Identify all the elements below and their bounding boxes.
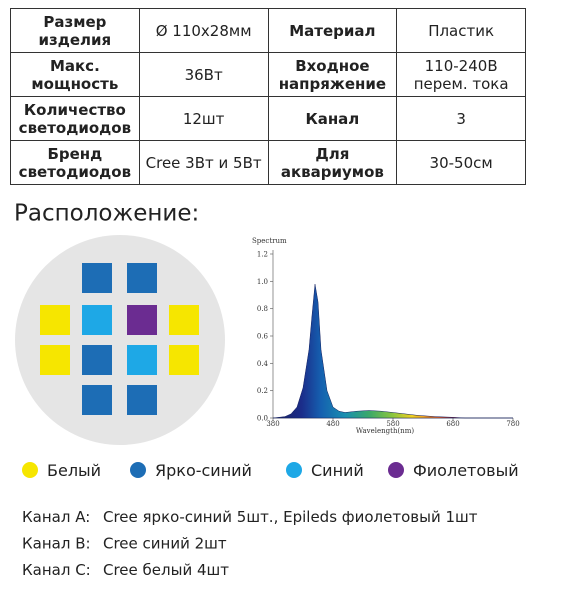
legend: Белый Ярко-синий Синий Фиолетовый — [22, 461, 519, 480]
legend-dot — [22, 462, 38, 478]
led — [169, 345, 199, 375]
table-row: Размер изделия Ø 110x28мм Материал Пластик — [10, 8, 526, 53]
led — [82, 263, 112, 293]
x-tick-label: 780 — [506, 420, 519, 428]
spec-key: Макс. мощность — [10, 52, 140, 97]
spec-value: Cree 3Вт и 5Вт — [138, 140, 269, 185]
spec-value: Ø 110x28мм — [138, 8, 269, 53]
spec-value: Пластик — [396, 8, 526, 53]
led-diagram — [15, 235, 225, 445]
y-tick-label: 0.6 — [257, 333, 269, 341]
channel-text: Cree ярко-синий 5шт., Epileds фиолетовый… — [103, 508, 478, 526]
led — [127, 345, 157, 375]
channel-text: Cree белый 4шт — [103, 561, 229, 579]
led — [82, 385, 112, 415]
x-tick-label: 380 — [266, 420, 279, 428]
y-tick-label: 0.0 — [257, 415, 268, 423]
legend-label: Синий — [311, 461, 364, 480]
y-tick-label: 1.2 — [257, 251, 268, 259]
spec-table: Размер изделия Ø 110x28мм Материал Пластик М… — [10, 8, 526, 185]
spec-value: 36Вт — [138, 52, 269, 97]
x-tick-label: 580 — [386, 420, 399, 428]
led — [82, 345, 112, 375]
spec-value: 12шт — [138, 96, 269, 141]
table-row: Макс. мощность 36Вт Входное напряжение 110-… — [10, 52, 526, 97]
table-row: Количество светодиодов 12шт Канал 3 — [10, 96, 526, 141]
led — [127, 305, 157, 335]
y-tick-label: 1.0 — [257, 278, 268, 286]
y-tick-label: 0.4 — [257, 360, 269, 368]
legend-label: Белый — [47, 461, 101, 480]
spectrum-area — [272, 284, 513, 419]
channel-text: Cree синий 2шт — [103, 535, 227, 553]
x-tick-label: 680 — [446, 420, 459, 428]
channel-label: Канал B: — [22, 535, 91, 553]
table-row: Бренд светодиодов Cree 3Вт и 5Вт Для аквар… — [10, 140, 526, 185]
y-tick-label: 0.2 — [257, 387, 268, 395]
led — [127, 263, 157, 293]
channel-label: Канал A: — [22, 508, 90, 526]
led — [40, 345, 70, 375]
spec-key: Для аквариумов — [267, 140, 398, 185]
legend-dot — [388, 462, 404, 478]
led — [127, 385, 157, 415]
spec-value: 30-50см — [396, 140, 526, 185]
channel-label: Канал C: — [22, 561, 91, 579]
spec-key: Размер изделия — [10, 8, 140, 53]
chart-title: Spectrum — [252, 237, 287, 245]
led — [169, 305, 199, 335]
channels: Канал A: Cree ярко-синий 5шт., Epileds фи… — [22, 508, 478, 579]
legend-label: Ярко-синий — [155, 461, 252, 480]
legend-dot — [130, 462, 146, 478]
led — [82, 305, 112, 335]
spec-value: 110-240В перем. тока — [396, 52, 526, 97]
x-tick-label: 480 — [326, 420, 339, 428]
spec-key: Количество светодиодов — [10, 96, 140, 141]
led — [40, 305, 70, 335]
spec-key: Входное напряжение — [267, 52, 398, 97]
led-board — [15, 235, 225, 445]
y-tick-label: 0.8 — [257, 305, 268, 313]
layout-title: Расположение: — [14, 201, 199, 227]
spectrum-chart: Spectrum Wavelength(nm) 0.0 0.2 0.4 0.6 0.8 1.0… — [252, 237, 520, 435]
x-axis-label: Wavelength(nm) — [356, 427, 414, 435]
spec-key: Бренд светодиодов — [10, 140, 140, 185]
spec-value: 3 — [396, 96, 526, 141]
legend-label: Фиолетовый — [413, 461, 519, 480]
legend-dot — [286, 462, 302, 478]
